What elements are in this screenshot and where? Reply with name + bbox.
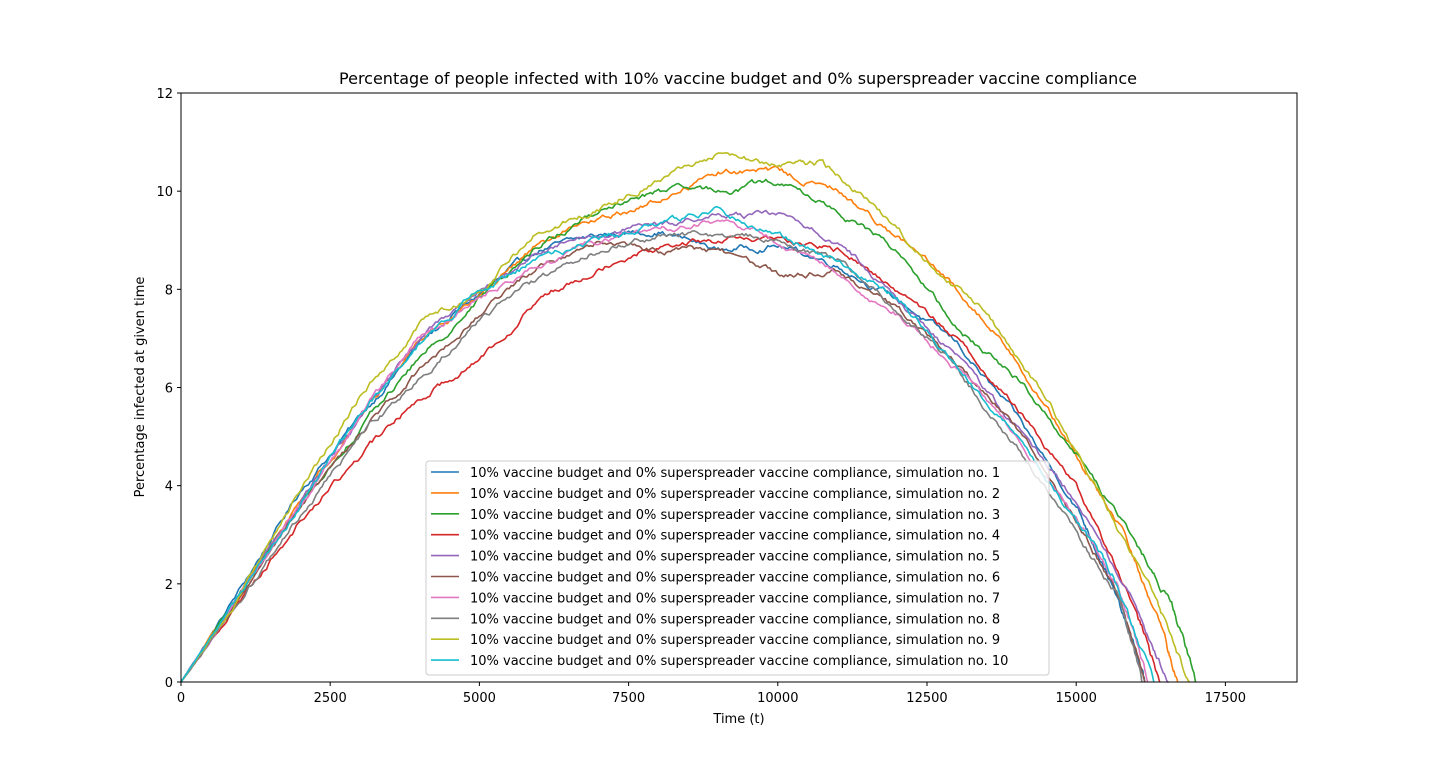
y-tick-label: 0 xyxy=(165,676,173,691)
y-tick-label: 8 xyxy=(165,283,173,298)
y-tick-label: 4 xyxy=(165,480,173,495)
legend-entry: 10% vaccine budget and 0% superspreader … xyxy=(470,508,1000,523)
x-axis: 0 2500 5000 7500 10000 12500 15000 17500 xyxy=(177,682,1246,706)
series-lines xyxy=(180,152,1197,683)
series-line-10 xyxy=(180,205,1155,683)
series-line-9 xyxy=(180,152,1191,683)
legend-entry: 10% vaccine budget and 0% superspreader … xyxy=(470,654,1008,669)
series-line-5 xyxy=(180,209,1169,683)
x-axis-label: Time (t) xyxy=(712,712,764,727)
legend-entry: 10% vaccine budget and 0% superspreader … xyxy=(470,591,1000,606)
legend-entry: 10% vaccine budget and 0% superspreader … xyxy=(470,466,1000,481)
series-line-4 xyxy=(180,234,1161,683)
y-tick-label: 2 xyxy=(165,578,173,593)
series-line-6 xyxy=(180,240,1146,683)
x-tick-label: 12500 xyxy=(906,691,947,706)
series-line-7 xyxy=(180,219,1149,683)
legend-entry: 10% vaccine budget and 0% superspreader … xyxy=(470,529,1000,544)
x-tick-label: 15000 xyxy=(1056,691,1097,706)
x-tick-label: 5000 xyxy=(463,691,496,706)
series-line-3 xyxy=(180,178,1197,683)
chart-title: Percentage of people infected with 10% v… xyxy=(339,69,1137,88)
legend-entry: 10% vaccine budget and 0% superspreader … xyxy=(470,487,1000,502)
legend-box xyxy=(425,460,1050,676)
x-tick-label: 10000 xyxy=(757,691,798,706)
x-tick-label: 0 xyxy=(177,691,185,706)
legend-entry: 10% vaccine budget and 0% superspreader … xyxy=(470,550,1000,565)
y-tick-label: 6 xyxy=(165,382,173,397)
legend-entry: 10% vaccine budget and 0% superspreader … xyxy=(470,612,1000,627)
y-tick-label: 10 xyxy=(156,185,173,200)
x-tick-label: 17500 xyxy=(1205,691,1246,706)
y-axis: 0 2 4 6 8 10 12 xyxy=(156,87,181,691)
y-axis-label: Percentage infected at given time xyxy=(133,277,148,498)
y-tick-label: 12 xyxy=(156,87,173,102)
legend-entry: 10% vaccine budget and 0% superspreader … xyxy=(470,571,1000,586)
legend: 10% vaccine budget and 0% superspreader … xyxy=(425,460,1050,676)
x-tick-label: 2500 xyxy=(314,691,347,706)
x-tick-label: 7500 xyxy=(612,691,645,706)
legend-entry: 10% vaccine budget and 0% superspreader … xyxy=(470,633,1000,648)
